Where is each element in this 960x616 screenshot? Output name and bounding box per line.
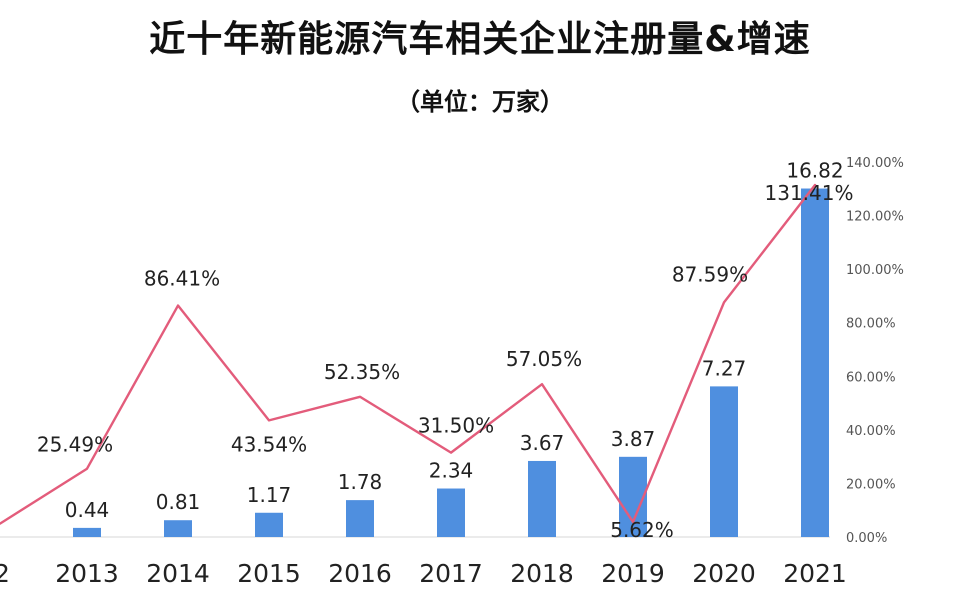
bar-label-2018: 3.67 bbox=[520, 431, 565, 455]
x-tick-2014: 2014 bbox=[146, 559, 210, 588]
right-y-tick-0: 0.00% bbox=[846, 531, 887, 546]
growth-label-2014: 86.41% bbox=[144, 267, 220, 291]
bar-2016 bbox=[346, 500, 374, 537]
growth-label-2017: 31.50% bbox=[418, 414, 494, 438]
x-tick-2017: 2017 bbox=[419, 559, 483, 588]
bar-2014 bbox=[164, 520, 192, 537]
x-tick-2021: 2021 bbox=[783, 559, 847, 588]
x-tick-2012: 2 bbox=[0, 559, 10, 588]
bar-label-2016: 1.78 bbox=[338, 470, 383, 494]
bar-2013 bbox=[73, 527, 101, 537]
chart-title: 近十年新能源汽车相关企业注册量&增速 bbox=[149, 19, 811, 60]
growth-label-2019: 5.62% bbox=[610, 518, 674, 542]
bar-label-2020: 7.27 bbox=[702, 356, 747, 380]
growth-label-2015: 43.54% bbox=[231, 432, 307, 456]
bar-label-2019: 3.87 bbox=[611, 427, 656, 451]
x-tick-2020: 2020 bbox=[692, 559, 756, 588]
bar-label-2014: 0.81 bbox=[156, 490, 201, 514]
right-y-tick-3: 60.00% bbox=[846, 370, 896, 385]
bar-2020 bbox=[710, 386, 738, 537]
right-y-tick-1: 20.00% bbox=[846, 477, 896, 492]
x-tick-2013: 2013 bbox=[55, 559, 119, 588]
x-tick-2015: 2015 bbox=[237, 559, 301, 588]
bar-2015 bbox=[255, 512, 283, 537]
bar-2018 bbox=[528, 460, 556, 537]
growth-label-2020: 87.59% bbox=[672, 262, 748, 286]
growth-series-line bbox=[0, 183, 817, 525]
right-y-tick-7: 140.00% bbox=[846, 156, 904, 171]
right-y-tick-5: 100.00% bbox=[846, 263, 904, 278]
bar-label-2021: 16.82 bbox=[786, 159, 843, 183]
bar-label-2017: 2.34 bbox=[429, 459, 474, 483]
right-y-tick-4: 80.00% bbox=[846, 317, 896, 332]
bar-label-2015: 1.17 bbox=[247, 483, 292, 507]
growth-label-2013: 25.49% bbox=[37, 433, 113, 457]
bar-2021 bbox=[801, 188, 829, 537]
chart-subtitle: （单位：万家） bbox=[396, 88, 564, 116]
right-y-tick-6: 120.00% bbox=[846, 210, 904, 225]
bar-2017 bbox=[437, 488, 465, 537]
bar-label-2013: 0.44 bbox=[65, 498, 110, 522]
x-tick-2018: 2018 bbox=[510, 559, 574, 588]
growth-label-2016: 52.35% bbox=[324, 360, 400, 384]
growth-label-2018: 57.05% bbox=[506, 347, 582, 371]
right-y-tick-2: 40.00% bbox=[846, 424, 896, 439]
x-tick-2016: 2016 bbox=[328, 559, 392, 588]
x-tick-2019: 2019 bbox=[601, 559, 665, 588]
growth-label-2021: 131.41% bbox=[765, 181, 854, 205]
